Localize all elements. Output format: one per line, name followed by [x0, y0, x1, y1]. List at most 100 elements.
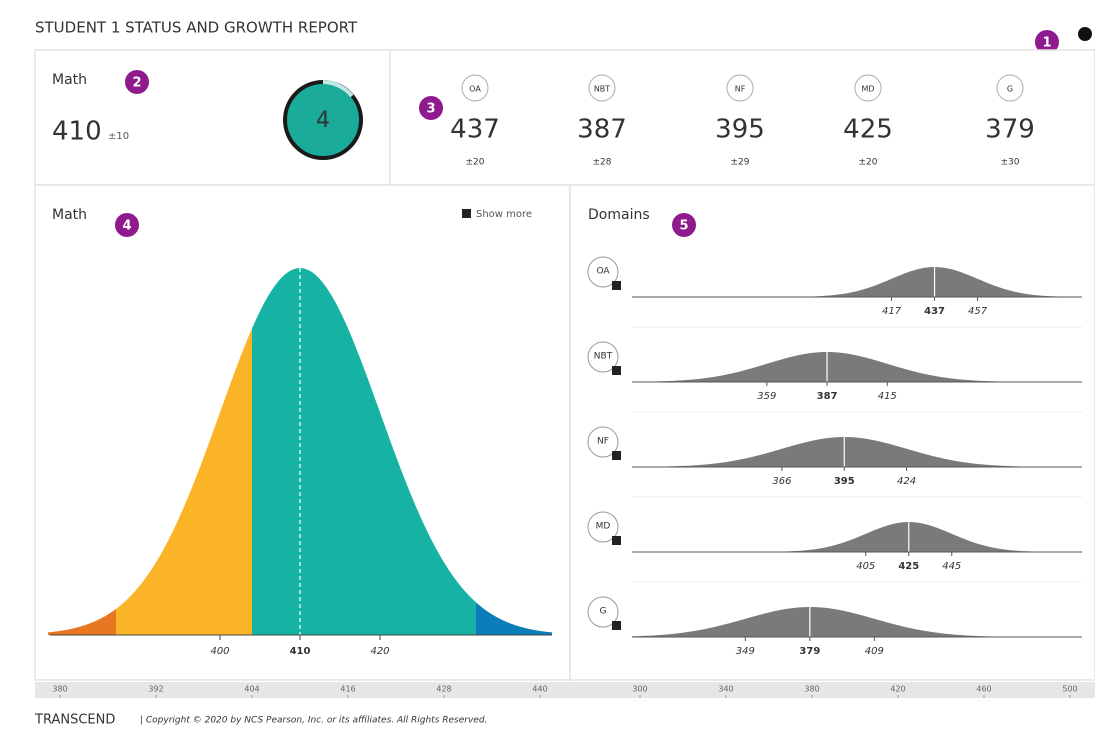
domain-score: 425 [843, 115, 893, 145]
score-label: 410 [290, 646, 311, 657]
domain-label: 405 [856, 561, 875, 572]
domains-panel [569, 184, 1095, 681]
domain-icon [726, 74, 754, 102]
domain-label: 457 [968, 306, 988, 317]
distribution-region [252, 268, 476, 635]
scale-tick-label: 340 [718, 685, 733, 694]
badge [1035, 30, 1059, 54]
scale-tick-label: 404 [244, 685, 259, 694]
badge-label: 4 [122, 219, 131, 234]
report-title: STUDENT 1 STATUS AND GROWTH REPORT [35, 19, 358, 37]
domain-icon [461, 74, 489, 102]
distribution-title: Math [52, 207, 87, 223]
scale-tick-label: 460 [976, 685, 991, 694]
domain-error: ±28 [593, 158, 612, 168]
domain-summary-panel [389, 49, 1095, 186]
scale-tick-label: 440 [532, 685, 547, 694]
domain-label: 437 [924, 306, 945, 317]
domain-score: 395 [715, 115, 765, 145]
domain-curve [632, 437, 1082, 467]
domain-icon [996, 74, 1024, 102]
expand-icon [612, 281, 621, 290]
domain-label: 425 [898, 561, 919, 572]
scale-tick-label: 420 [890, 685, 905, 694]
show-more-icon[interactable] [462, 209, 471, 218]
badge [419, 96, 443, 120]
domain-code: NF [735, 85, 746, 94]
overall-score: 410 [52, 117, 102, 147]
domain-code: G [1007, 85, 1013, 94]
badge-label: 3 [426, 102, 435, 117]
scale-tick-label: 380 [52, 685, 67, 694]
distribution-region [48, 608, 116, 635]
scale-tick-label: 416 [340, 685, 355, 694]
domain-score: 387 [577, 115, 627, 145]
scale-tick-label: 380 [804, 685, 819, 694]
domain-code: OA [469, 85, 481, 94]
badge [672, 213, 696, 237]
domain-label: 395 [834, 476, 855, 487]
domain-row-icon [587, 596, 619, 628]
score-label: 400 [210, 646, 229, 657]
domain-label: 415 [878, 391, 897, 402]
domain-code: NBT [594, 85, 610, 94]
scale-bar [35, 682, 1095, 698]
domain-error: ±30 [1001, 158, 1020, 168]
overall-error: ±10 [108, 131, 129, 142]
domain-label: 349 [736, 646, 755, 657]
level-value: 4 [316, 108, 330, 133]
domain-label: 387 [817, 391, 838, 402]
distribution-region [116, 328, 252, 635]
copyright: | Copyright © 2020 by NCS Pearson, Inc. … [140, 716, 487, 726]
domain-label: 445 [942, 561, 961, 572]
badge-label: 5 [679, 219, 688, 234]
level-gauge-remainder [322, 80, 354, 98]
expand-icon [612, 366, 621, 375]
badge [115, 213, 139, 237]
brand: TRANSCEND [34, 713, 115, 728]
domain-icon [588, 74, 616, 102]
domain-row-icon [587, 426, 619, 458]
domain-score: 379 [985, 115, 1035, 145]
domain-label: 379 [799, 646, 820, 657]
domain-label: 409 [865, 646, 884, 657]
domain-row-icon [587, 256, 619, 288]
domain-label: 424 [897, 476, 916, 487]
domain-code: MD [861, 85, 874, 94]
domain-label: 359 [757, 391, 776, 402]
domain-curve [632, 352, 1082, 382]
domains-title: Domains [588, 207, 650, 223]
info-icon[interactable] [1078, 27, 1092, 41]
domain-row-icon [587, 511, 619, 543]
domain-curve [632, 267, 1082, 297]
domain-row-icon [587, 341, 619, 373]
domain-label: 366 [772, 476, 791, 487]
badge [125, 70, 149, 94]
scale-tick-label: 300 [632, 685, 647, 694]
distribution-region [476, 602, 552, 635]
scale-tick-label: 392 [148, 685, 163, 694]
expand-icon [612, 451, 621, 460]
expand-icon [612, 536, 621, 545]
domain-label: 417 [882, 306, 902, 317]
subject-label: Math [52, 72, 87, 88]
badge-label: 1 [1042, 36, 1051, 51]
scale-tick-label: 428 [436, 685, 451, 694]
score-label: 420 [370, 646, 389, 657]
badge-label: 2 [132, 76, 141, 91]
domain-curve [632, 522, 1082, 552]
domain-error: ±20 [466, 158, 485, 168]
domain-row-code: MD [596, 522, 611, 532]
domain-error: ±29 [731, 158, 750, 168]
domain-row-code: G [600, 607, 607, 617]
scale-tick-label: 500 [1062, 685, 1077, 694]
domain-icon [854, 74, 882, 102]
domain-error: ±20 [859, 158, 878, 168]
domain-curve [632, 607, 1082, 637]
expand-icon [612, 621, 621, 630]
show-more[interactable]: Show more [476, 209, 532, 220]
domain-row-code: NF [597, 437, 609, 447]
domain-row-code: NBT [594, 352, 613, 362]
domain-row-code: OA [596, 267, 610, 277]
